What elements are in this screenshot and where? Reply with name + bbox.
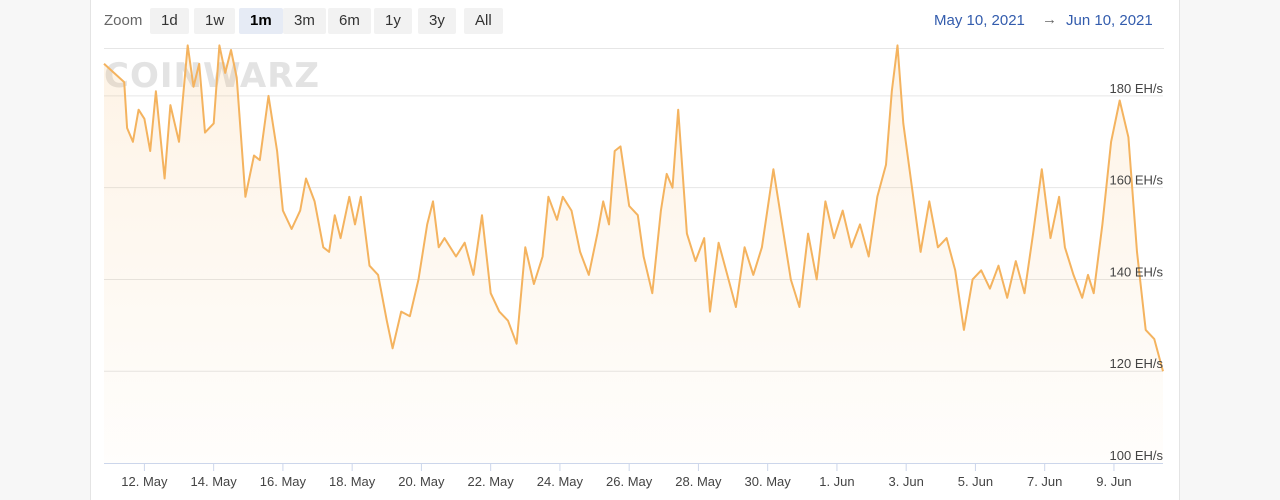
x-tick-label: 14. May [191,474,238,489]
zoom-label: Zoom [104,12,143,29]
zoom-6m-button[interactable]: 6m [328,8,371,34]
zoom-all-button[interactable]: All [464,8,503,34]
x-tick-label: 20. May [398,474,445,489]
x-tick-label: 16. May [260,474,307,489]
zoom-3m-button[interactable]: 3m [283,8,326,34]
zoom-1w-button[interactable]: 1w [194,8,236,34]
zoom-3y-button[interactable]: 3y [418,8,456,34]
y-tick-label: 100 EH/s [1110,448,1164,463]
y-tick-label: 140 EH/s [1110,264,1164,279]
y-tick-label: 120 EH/s [1110,356,1164,371]
hashrate-area [104,45,1163,464]
y-tick-label: 180 EH/s [1110,81,1164,96]
x-tick-label: 7. Jun [1027,474,1062,489]
x-tick-label: 28. May [675,474,722,489]
x-tick-label: 3. Jun [888,474,923,489]
x-tick-label: 24. May [537,474,584,489]
x-tick-label: 22. May [468,474,515,489]
zoom-1y-button[interactable]: 1y [374,8,412,34]
zoom-1m-button[interactable]: 1m [239,8,283,34]
range-to-date[interactable]: Jun 10, 2021 [1066,12,1153,29]
coinwarz-watermark-logo: COINWARZ [104,56,321,96]
x-tick-label: 30. May [745,474,792,489]
x-tick-label: 5. Jun [958,474,993,489]
x-tick-label: 1. Jun [819,474,854,489]
y-tick-label: 160 EH/s [1110,173,1164,188]
range-from-date[interactable]: May 10, 2021 [934,12,1025,29]
x-tick-label: 12. May [121,474,168,489]
x-tick-label: 9. Jun [1096,474,1131,489]
x-tick-label: 26. May [606,474,653,489]
zoom-1d-button[interactable]: 1d [150,8,189,34]
hashrate-line [103,44,1164,372]
range-arrow: → [1042,11,1057,28]
range-selector-divider [104,48,1164,49]
x-tick-label: 18. May [329,474,376,489]
